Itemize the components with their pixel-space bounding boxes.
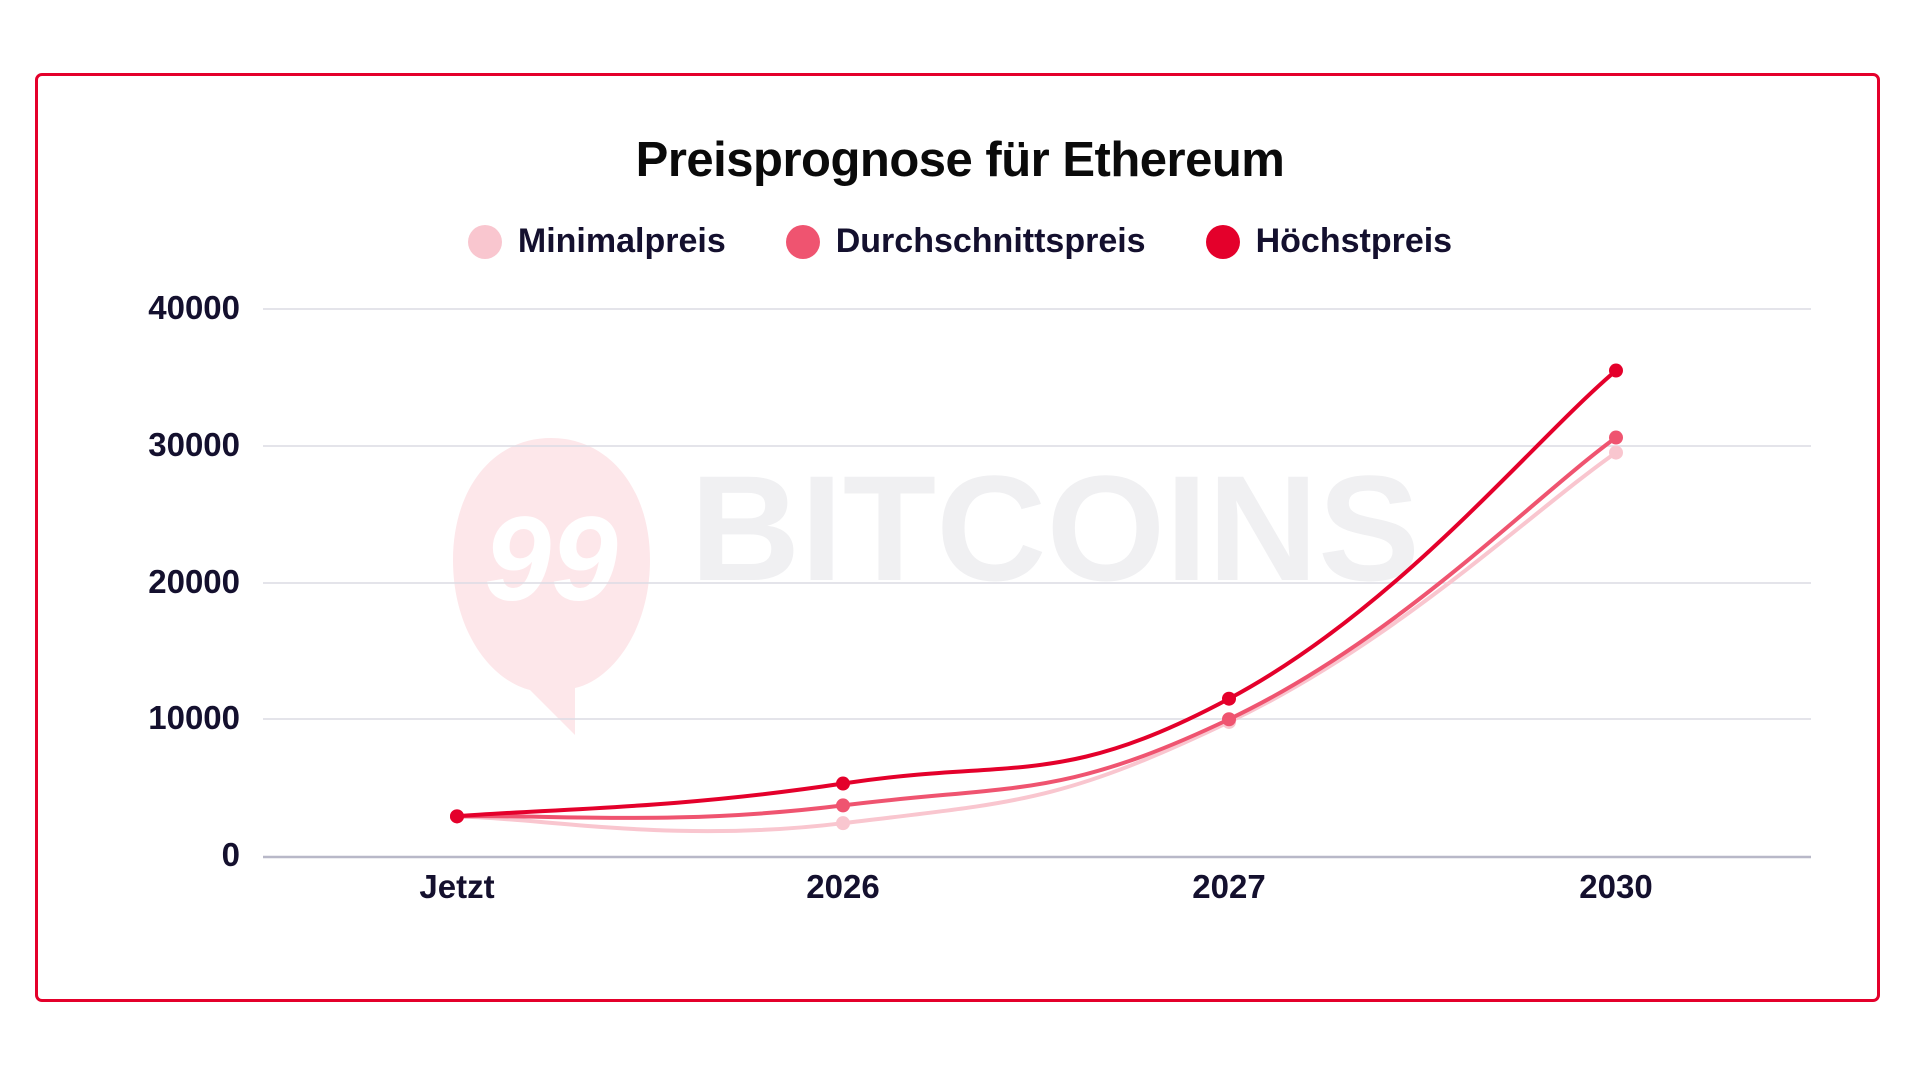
data-point-marker[interactable] — [1222, 712, 1236, 727]
legend-item-minimalpreis[interactable]: Minimalpreis — [467, 222, 726, 261]
data-point-marker[interactable] — [1609, 445, 1623, 460]
data-point-marker[interactable] — [836, 798, 850, 813]
y-tick-label: 10000 — [148, 699, 240, 736]
series-line — [455, 450, 1618, 834]
gridlines — [263, 308, 1811, 720]
data-point-marker[interactable] — [836, 776, 850, 791]
chart-legend: Minimalpreis Durchschnittspreis Höchstpr… — [0, 222, 1920, 261]
data-point-marker[interactable] — [836, 816, 850, 831]
legend-label: Höchstpreis — [1255, 222, 1453, 260]
series-höchstpreis — [450, 363, 1623, 824]
legend-dot-icon — [467, 224, 502, 259]
legend-dot-icon — [1205, 224, 1240, 259]
y-tick-label: 0 — [221, 836, 240, 873]
y-tick-label: 40000 — [148, 289, 240, 326]
data-point-marker[interactable] — [450, 809, 464, 824]
chart-title: Preisprognose für Ethereum — [635, 133, 1285, 187]
legend-dot-icon — [785, 224, 820, 259]
legend-label: Durchschnittspreis — [835, 222, 1146, 260]
watermark-text: BITCOINS — [690, 444, 1420, 612]
data-point-marker[interactable] — [1609, 363, 1623, 378]
y-tick-label: 30000 — [148, 426, 240, 463]
watermark-logo: 99 BITCOINS — [453, 438, 1420, 735]
svg-text:99: 99 — [484, 492, 618, 626]
data-point-marker[interactable] — [1222, 691, 1236, 706]
x-tick-label: 2030 — [1579, 868, 1653, 905]
series-layer — [450, 363, 1623, 834]
x-tick-label: Jetzt — [419, 868, 495, 905]
legend-item-hoechstpreis[interactable]: Höchstpreis — [1205, 222, 1453, 261]
data-point-marker[interactable] — [1609, 430, 1623, 445]
series-line — [455, 368, 1618, 819]
x-tick-label: 2026 — [806, 868, 880, 905]
legend-label: Minimalpreis — [517, 222, 726, 260]
legend-item-durchschnittspreis[interactable]: Durchschnittspreis — [785, 222, 1146, 261]
y-tick-label: 20000 — [148, 563, 240, 600]
chart-frame — [35, 73, 1880, 1002]
x-tick-label: 2027 — [1192, 868, 1266, 905]
series-line — [455, 435, 1618, 820]
